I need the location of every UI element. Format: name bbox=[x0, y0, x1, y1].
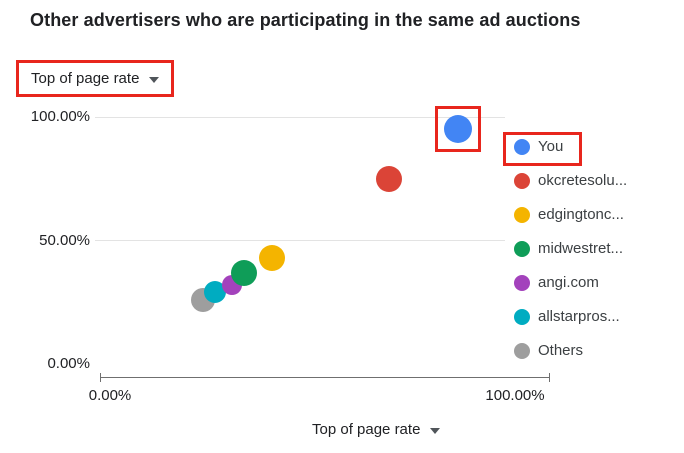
legend-item-you[interactable]: You bbox=[514, 138, 563, 155]
bubble-you[interactable] bbox=[444, 115, 473, 144]
gridline bbox=[95, 116, 505, 118]
legend-dot-icon bbox=[514, 206, 530, 223]
plot-area bbox=[110, 106, 515, 364]
legend-item-label: allstarpros... bbox=[538, 308, 620, 325]
legend-item-label: okcretesolu... bbox=[538, 172, 628, 189]
metric-dropdown-label: Top of page rate bbox=[31, 70, 140, 87]
legend-item-okcretesolu[interactable]: okcretesolu... bbox=[514, 172, 627, 189]
chart-title: Other advertisers who are participating … bbox=[30, 10, 581, 30]
legend-dot-icon bbox=[514, 308, 530, 325]
y-tick-label: 0.00% bbox=[47, 355, 90, 372]
legend-dot-icon bbox=[514, 274, 530, 291]
legend-item-edgingtonc[interactable]: edgingtonc... bbox=[514, 206, 624, 223]
chevron-down-icon bbox=[430, 427, 441, 434]
legend-item-others[interactable]: Others bbox=[514, 342, 583, 359]
y-tick-label: 100.00% bbox=[30, 108, 90, 125]
gridline bbox=[95, 240, 505, 241]
x-tick-label: 0.00% bbox=[88, 387, 132, 404]
legend-item-label: edgingtonc... bbox=[538, 206, 624, 223]
legend-dot-icon bbox=[514, 342, 530, 359]
legend-item-label: angi.com bbox=[538, 274, 599, 291]
x-axis-dropdown[interactable]: Top of page rate bbox=[312, 421, 441, 438]
legend-dot-icon bbox=[514, 172, 530, 189]
bubble-midwestret[interactable] bbox=[230, 259, 257, 286]
legend-item-label: Others bbox=[538, 342, 584, 359]
metric-dropdown[interactable]: Top of page rate bbox=[16, 60, 175, 97]
legend-item-midwestret[interactable]: midwestret... bbox=[514, 240, 623, 257]
bubble-okcretesolu[interactable] bbox=[376, 165, 403, 192]
bubble-allstarpros[interactable] bbox=[204, 281, 227, 304]
chevron-down-icon bbox=[149, 76, 160, 83]
legend-item-label: You bbox=[538, 138, 564, 155]
legend-item-angi-com[interactable]: angi.com bbox=[514, 274, 599, 291]
legend-item-allstarpros[interactable]: allstarpros... bbox=[514, 308, 620, 325]
x-axis-line bbox=[100, 373, 550, 382]
x-tick-label: 100.00% bbox=[485, 387, 545, 404]
legend-dot-icon bbox=[514, 240, 530, 257]
bubble-edgingtonc[interactable] bbox=[259, 244, 285, 271]
y-tick-label: 50.00% bbox=[39, 231, 90, 249]
x-axis-dropdown-label: Top of page rate bbox=[312, 421, 421, 438]
legend-item-label: midwestret... bbox=[538, 240, 624, 257]
legend-dot-icon bbox=[514, 138, 530, 155]
